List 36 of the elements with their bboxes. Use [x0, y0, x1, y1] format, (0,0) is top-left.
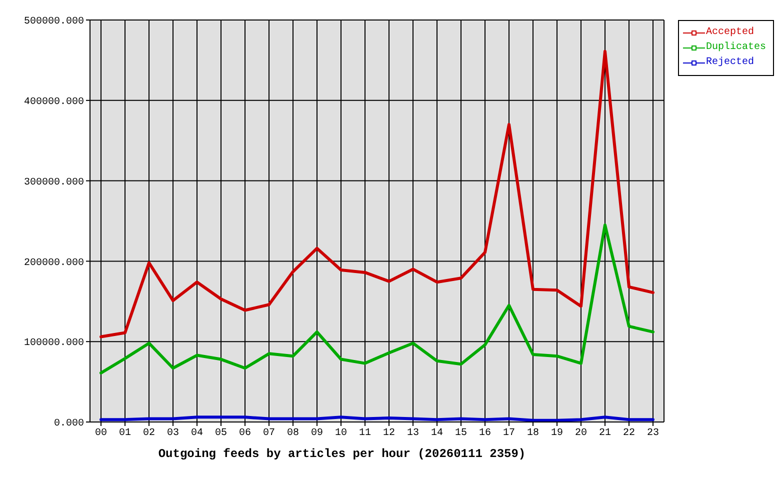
x-tick-label: 22 [622, 428, 636, 440]
x-tick-label: 10 [334, 428, 348, 440]
x-tick-label: 02 [142, 428, 156, 440]
legend-label: Rejected [706, 56, 754, 70]
x-tick-label: 11 [358, 428, 372, 440]
x-tick-label: 08 [286, 428, 300, 440]
x-axis-title: Outgoing feeds by articles per hour (20260111 2359) [158, 447, 526, 461]
y-tick-label: 500000.000 [24, 16, 84, 28]
y-tick-label: 100000.000 [24, 338, 84, 350]
x-tick-label: 00 [94, 428, 108, 440]
legend-label: Duplicates [706, 40, 766, 55]
line-series [100, 50, 654, 338]
x-tick-label: 18 [526, 428, 540, 440]
x-tick-label: 01 [118, 428, 132, 440]
x-tick-label: 09 [310, 428, 324, 440]
y-tick-label: 300000.000 [24, 177, 84, 188]
x-tick-label: 15 [454, 428, 468, 440]
y-tick-label: 200000.000 [24, 258, 84, 269]
x-tick-label: 03 [166, 428, 180, 440]
y-tick-label: 400000.000 [24, 96, 84, 108]
x-tick-label: 16 [478, 428, 492, 440]
x-tick-label: 23 [646, 428, 660, 440]
x-tick-label: 17 [502, 428, 516, 440]
legend-label: Accepted [706, 26, 754, 40]
x-tick-label: 13 [406, 428, 420, 440]
x-tick-label: 06 [238, 428, 252, 440]
line-series [100, 224, 654, 374]
x-tick-label: 21 [598, 428, 612, 440]
x-tick-label: 20 [574, 428, 588, 440]
x-tick-label: 14 [430, 428, 444, 440]
y-tick-label: 0.000 [54, 418, 84, 430]
x-tick-label: 04 [190, 428, 204, 440]
x-tick-label: 05 [214, 428, 228, 440]
x-tick-label: 19 [550, 428, 564, 440]
x-tick-label: 12 [382, 428, 396, 440]
x-tick-label: 07 [262, 428, 276, 440]
